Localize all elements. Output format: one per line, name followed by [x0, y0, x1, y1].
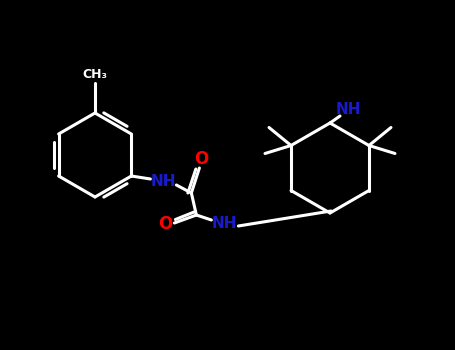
Text: CH₃: CH₃	[82, 69, 107, 82]
Text: O: O	[158, 215, 172, 233]
Text: NH: NH	[335, 103, 361, 118]
Text: O: O	[194, 150, 208, 168]
Text: NH: NH	[212, 216, 237, 231]
Text: NH: NH	[151, 174, 176, 189]
